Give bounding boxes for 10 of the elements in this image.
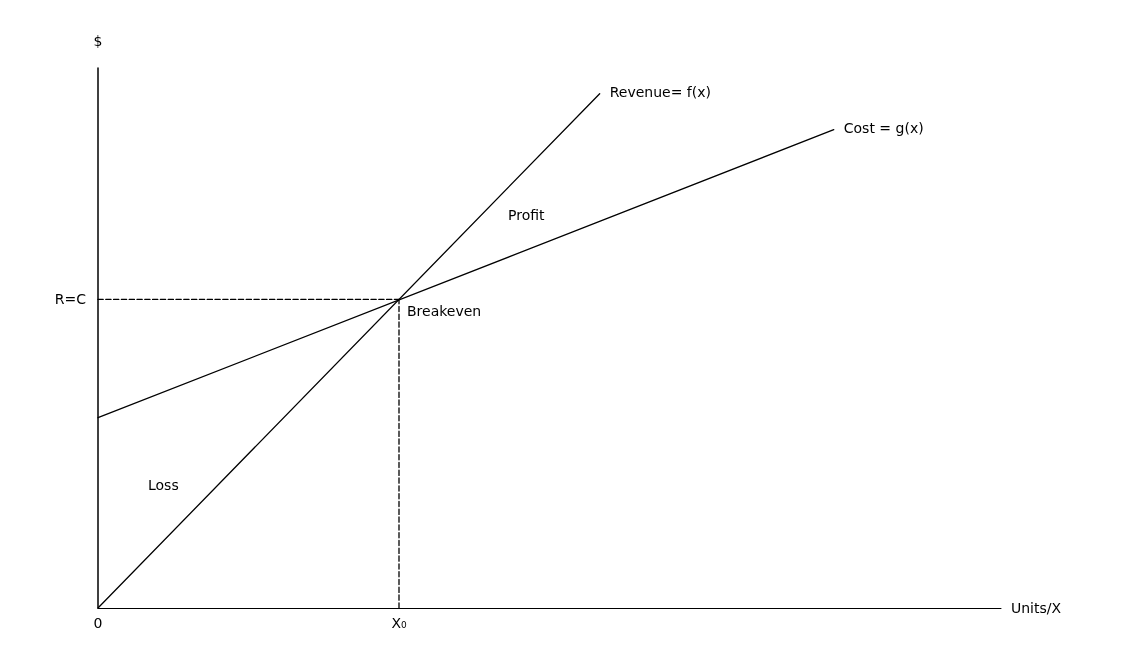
series-label: Revenue= f(x) bbox=[609, 83, 711, 100]
x-tick-label: X₀ bbox=[391, 615, 407, 631]
x-tick-label: 0 bbox=[93, 615, 103, 631]
annotation: R=C bbox=[54, 291, 87, 308]
annotation: Loss bbox=[148, 477, 179, 493]
series-label: Cost = g(x) bbox=[843, 119, 924, 136]
annotation: Breakeven bbox=[407, 303, 482, 320]
annotation: Profit bbox=[508, 207, 546, 223]
x-axis-title: Units/X bbox=[1011, 600, 1062, 616]
y-axis-title: $ bbox=[93, 33, 103, 49]
